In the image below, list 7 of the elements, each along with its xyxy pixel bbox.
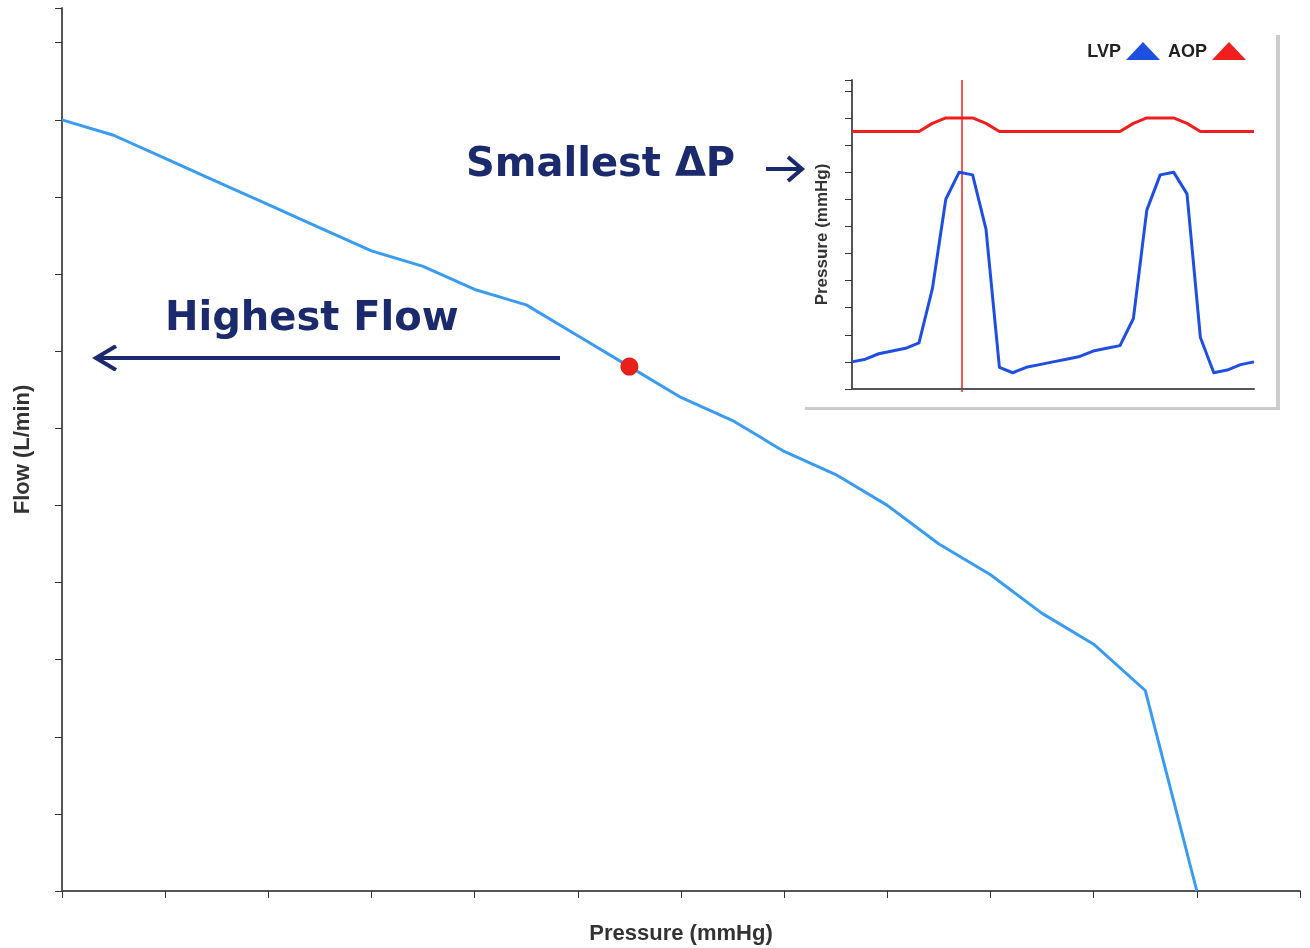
annotation: Smallest ΔP bbox=[466, 139, 736, 185]
legend-label: LVP bbox=[1087, 41, 1121, 61]
legend-label: AOP bbox=[1167, 41, 1207, 61]
y-axis-title: Pressure (mmHg) bbox=[812, 163, 831, 306]
annotation: Highest Flow bbox=[165, 293, 459, 339]
x-axis-title: Pressure (mmHg) bbox=[589, 919, 773, 945]
y-axis-title: Flow (L/min) bbox=[8, 384, 34, 515]
